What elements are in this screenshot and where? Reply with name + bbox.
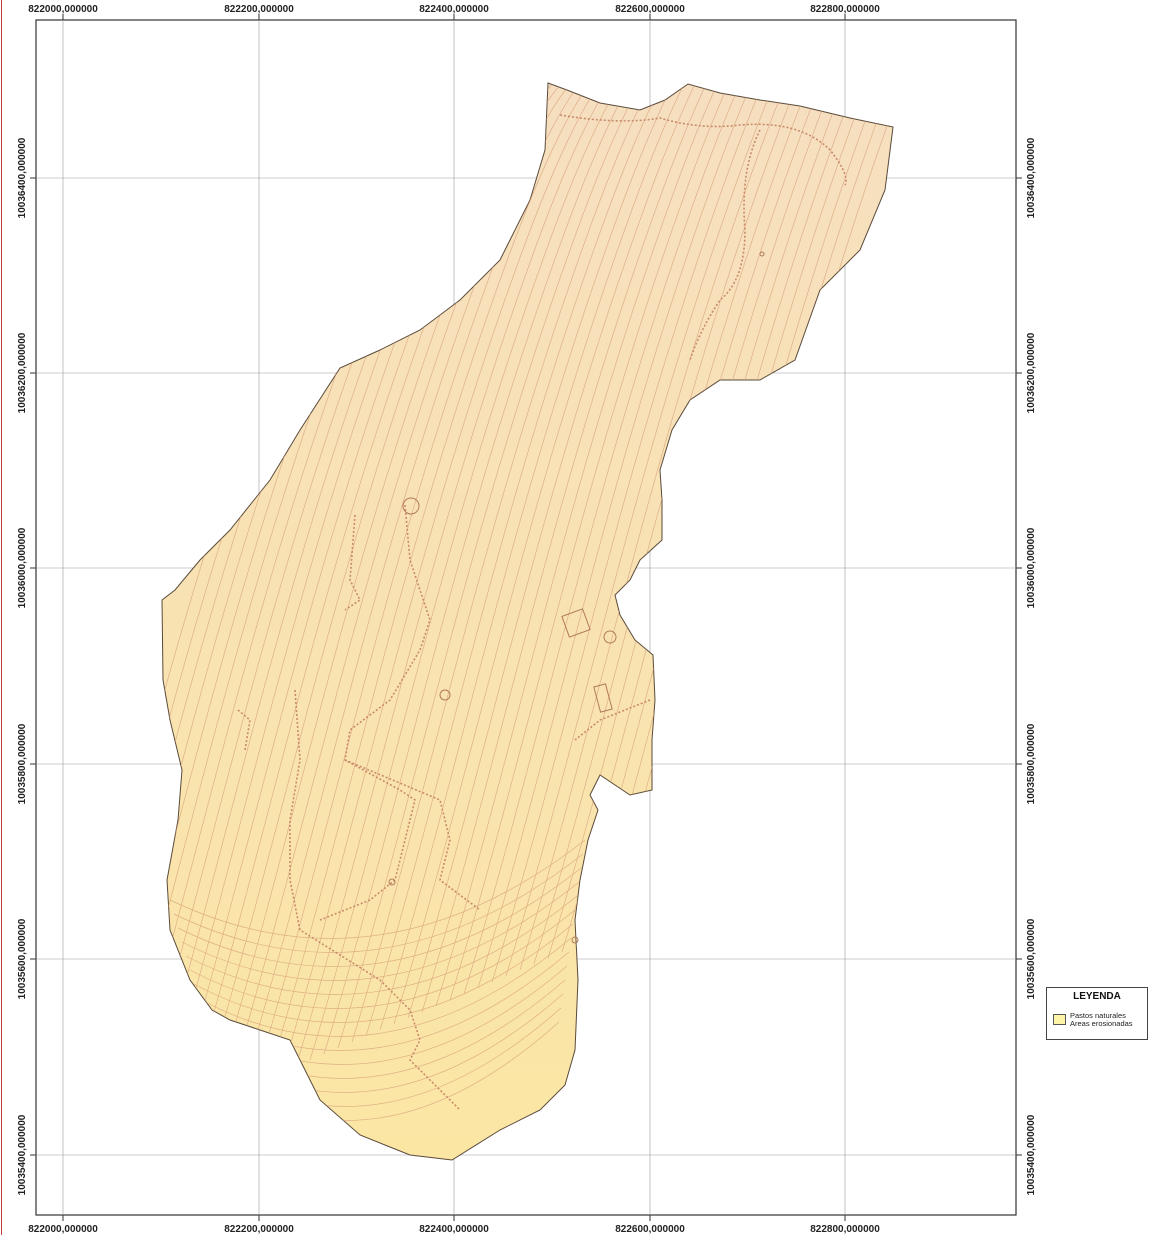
legend-item-label-pastos: Pastos naturales (1070, 1011, 1126, 1020)
contour-line (183, 83, 645, 1115)
contour-line (561, 83, 893, 953)
x-tick-label: 822800,000000 (810, 1224, 880, 1235)
contour-line (197, 83, 659, 1109)
y-tick-label: 10036200,000000 (17, 332, 28, 413)
contour-line (323, 83, 785, 1055)
contour-line (211, 83, 673, 1103)
contour-line (421, 83, 883, 1013)
y-tick-label: 10035800,000000 (17, 723, 28, 804)
contour-line (169, 839, 586, 939)
x-tick-label: 822200,000000 (224, 4, 294, 15)
legend-item-label-erosionadas: Areas erosionadas (1070, 1019, 1133, 1028)
legend-labels: Pastos naturales Areas erosionadas (1070, 1012, 1133, 1028)
legend-item: Pastos naturales Areas erosionadas (1053, 1012, 1133, 1028)
contour-line (162, 83, 617, 1127)
y-tick-label: 10036400,000000 (17, 137, 28, 218)
contour-line (477, 83, 893, 989)
contour-line (505, 83, 893, 977)
contour-line (197, 937, 572, 1037)
trail-paths (237, 114, 847, 1111)
contour-line (547, 83, 893, 959)
y-tick-label: 10035600,000000 (17, 918, 28, 999)
tick-marks (30, 14, 1022, 1221)
legend-swatch (1053, 1014, 1066, 1025)
contour-line (435, 83, 893, 1007)
contour-line (449, 83, 893, 1001)
x-tick-label: 822400,000000 (419, 4, 489, 15)
study-area-polygon[interactable] (161, 82, 894, 1161)
contour-line (519, 83, 893, 971)
contour-line (189, 909, 576, 1009)
contour-line (365, 83, 827, 1037)
x-axis-labels-bottom: 822000,000000 822200,000000 822400,000000 8… (28, 1224, 880, 1235)
contour-line (533, 83, 893, 965)
y-tick-label: 10035400,000000 (1026, 1114, 1037, 1195)
contour-line (575, 83, 893, 947)
y-tick-label: 10036200,000000 (1026, 332, 1037, 413)
y-tick-label: 10035600,000000 (1026, 918, 1037, 999)
y-tick-label: 10036400,000000 (1026, 137, 1037, 218)
contour-line (177, 867, 582, 967)
legend-title: LEYENDA (1073, 991, 1121, 1002)
x-tick-label: 822000,000000 (28, 1224, 98, 1235)
contour-line (267, 83, 729, 1079)
x-tick-label: 822600,000000 (615, 4, 685, 15)
x-axis-labels-top: 822000,000000 822200,000000 822400,000000 8… (28, 4, 880, 15)
y-tick-label: 10035800,000000 (1026, 723, 1037, 804)
page-border-rule (1, 0, 2, 1235)
contour-line (169, 83, 631, 1121)
contour-line (295, 83, 757, 1067)
x-tick-label: 822600,000000 (615, 1224, 685, 1235)
contour-line (463, 83, 893, 995)
structures (388, 251, 765, 944)
contour-line (239, 83, 701, 1091)
contour-line (491, 83, 893, 983)
y-tick-label: 10036000,000000 (17, 527, 28, 608)
contour-line (407, 83, 869, 1019)
contour-line (337, 83, 799, 1049)
x-tick-label: 822200,000000 (224, 1224, 294, 1235)
contour-line (181, 881, 580, 981)
contour-line (393, 83, 855, 1025)
contour-line (193, 923, 574, 1023)
x-tick-label: 822800,000000 (810, 4, 880, 15)
x-tick-label: 822400,000000 (419, 1224, 489, 1235)
y-axis-labels-left: 10036400,000000 10036200,000000 10036000,0… (17, 137, 28, 1195)
y-tick-label: 10035400,000000 (17, 1114, 28, 1195)
contour-line (173, 853, 584, 953)
contour-line (351, 83, 813, 1043)
x-tick-label: 822000,000000 (28, 4, 98, 15)
contour-line (281, 83, 743, 1073)
contour-line (309, 83, 771, 1061)
legend: LEYENDA Pastos naturales Areas erosionad… (1046, 987, 1148, 1040)
y-axis-labels-right: 10036400,000000 10036200,000000 10036000,0… (1026, 137, 1037, 1195)
contour-line (379, 83, 841, 1031)
contour-line (253, 83, 715, 1085)
y-tick-label: 10036000,000000 (1026, 527, 1037, 608)
contour-line (185, 895, 578, 995)
